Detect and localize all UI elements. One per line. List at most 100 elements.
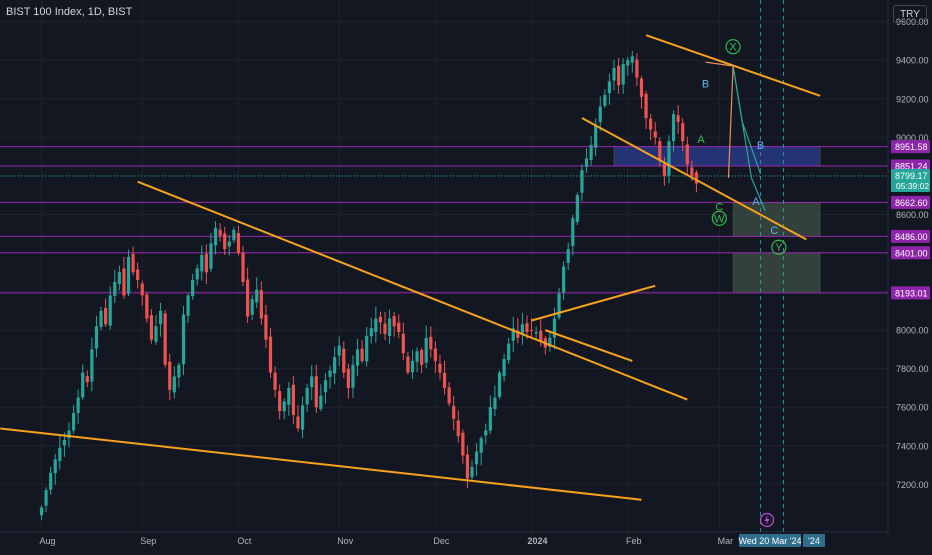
candle (497, 370, 502, 400)
candle-body (621, 64, 625, 85)
candle-body (571, 218, 575, 246)
wave-label-w: W (711, 210, 727, 226)
price-level-label: 8401.00 (895, 248, 928, 258)
date-highlight-box-2 (803, 534, 825, 547)
candle-body (644, 93, 648, 119)
candle (493, 385, 497, 417)
candle-body (410, 360, 415, 373)
candle-body (163, 313, 167, 365)
candle-body (433, 348, 437, 361)
candle-body (195, 268, 199, 280)
candle (108, 286, 112, 330)
candle (246, 267, 250, 323)
candle (227, 235, 231, 256)
candle-body (131, 254, 135, 273)
candle (346, 363, 350, 399)
x-tick-label: Feb (626, 536, 642, 546)
candle-body (136, 269, 140, 280)
candle (58, 435, 62, 470)
candle (213, 221, 218, 255)
candle-body (200, 254, 204, 272)
candle (300, 396, 305, 439)
candle (76, 389, 80, 424)
candle-body (177, 364, 181, 378)
candle (181, 306, 186, 376)
candle-body (71, 413, 76, 431)
candle-body (378, 316, 383, 323)
candle-body (113, 281, 117, 297)
candle (342, 341, 346, 379)
candle (438, 354, 442, 380)
candle (507, 337, 511, 364)
candle (241, 245, 245, 287)
candle-body (662, 164, 666, 176)
candle (681, 118, 685, 152)
zone-layer (613, 146, 821, 294)
candle (126, 249, 131, 297)
candle (488, 395, 492, 434)
candle (671, 110, 676, 152)
candle-body (264, 314, 268, 340)
candle-body (649, 118, 653, 130)
candle (429, 326, 433, 358)
candle-body (355, 349, 360, 366)
candle (658, 137, 662, 167)
candle-body (603, 94, 607, 106)
candle-body (447, 387, 451, 404)
candle (612, 59, 616, 91)
candle (209, 232, 213, 273)
candle (360, 340, 364, 364)
candle-body (181, 314, 186, 365)
candle (323, 373, 328, 404)
candle (644, 90, 648, 129)
price-level-label: 8193.01 (895, 288, 928, 298)
y-tick-label: 9400.00 (896, 56, 929, 66)
flash-icon[interactable] (759, 512, 775, 528)
candle-body (328, 370, 332, 377)
candle-body (690, 167, 694, 176)
candle (85, 370, 89, 388)
price-level-label: 8662.60 (895, 198, 928, 208)
candle-body (346, 368, 350, 388)
wave-circle (725, 39, 741, 55)
x-tick-label: Nov (337, 536, 354, 546)
price-level-layer (0, 146, 888, 294)
candle-body (310, 376, 314, 388)
candle (442, 360, 447, 395)
candle-body (85, 376, 89, 383)
price-level-badge (891, 140, 930, 154)
wave-label-c: C (770, 225, 778, 237)
wave-label-a: A (752, 196, 760, 208)
candle (616, 57, 621, 94)
candle (122, 256, 126, 300)
candle (49, 467, 53, 495)
wave-text: A (697, 134, 705, 146)
candle-body (465, 454, 470, 479)
candle-body (401, 333, 405, 354)
candle-body (104, 308, 108, 325)
candle-body (337, 345, 341, 356)
candle-body (479, 438, 483, 453)
candle (168, 353, 172, 401)
y-tick-label: 8600.00 (896, 210, 929, 220)
candle (653, 122, 657, 145)
wave-label-b: B (757, 140, 764, 152)
candle-body (584, 158, 589, 167)
candle (566, 242, 570, 271)
candle (397, 314, 401, 339)
candle-body (53, 459, 57, 474)
candle-body (676, 115, 680, 122)
candle-body (502, 359, 506, 377)
currency-button[interactable]: TRY (893, 5, 927, 23)
candle-body (204, 253, 208, 273)
wave-circle (771, 239, 787, 255)
candle (369, 317, 373, 344)
candle (305, 383, 309, 412)
candle-body (90, 349, 94, 382)
candle-body (213, 227, 218, 246)
candle-body (158, 310, 163, 325)
candle-body (360, 348, 364, 361)
candle (310, 364, 314, 400)
